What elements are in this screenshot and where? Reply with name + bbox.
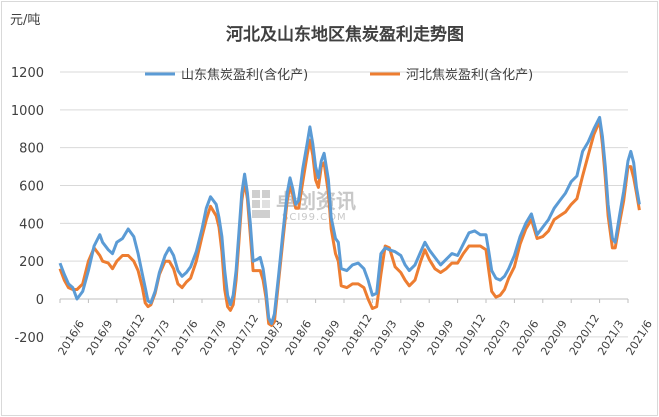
chart-title: 河北及山东地区焦炭盈利走势图 [226,24,464,45]
y-axis: -200 0 200 400 600 800 1000 1200 [11,66,44,346]
y-tick-label: 400 [19,217,44,232]
y-unit-label: 元/吨 [10,13,40,28]
y-tick-label: 1000 [11,104,44,119]
y-tick-label: 600 [19,180,44,195]
watermark-logo-icon [252,190,270,218]
legend: 山东焦炭盈利(含化产) 河北焦炭盈利(含化产) [145,67,533,83]
y-tick-label: 0 [36,293,44,308]
series-group [58,115,641,327]
legend-label: 山东焦炭盈利(含化产) [181,67,308,83]
series-line-shandong [58,115,641,326]
watermark-sub: SCI99.COM [282,212,347,223]
y-tick-label: 800 [19,142,44,157]
legend-label: 河北焦炭盈利(含化产) [406,67,533,83]
y-tick-label: 1200 [11,66,44,81]
y-tick-label: -200 [14,331,44,346]
watermark: 卓创资讯 SCI99.COM [252,189,356,223]
y-tick-label: 200 [19,255,44,270]
